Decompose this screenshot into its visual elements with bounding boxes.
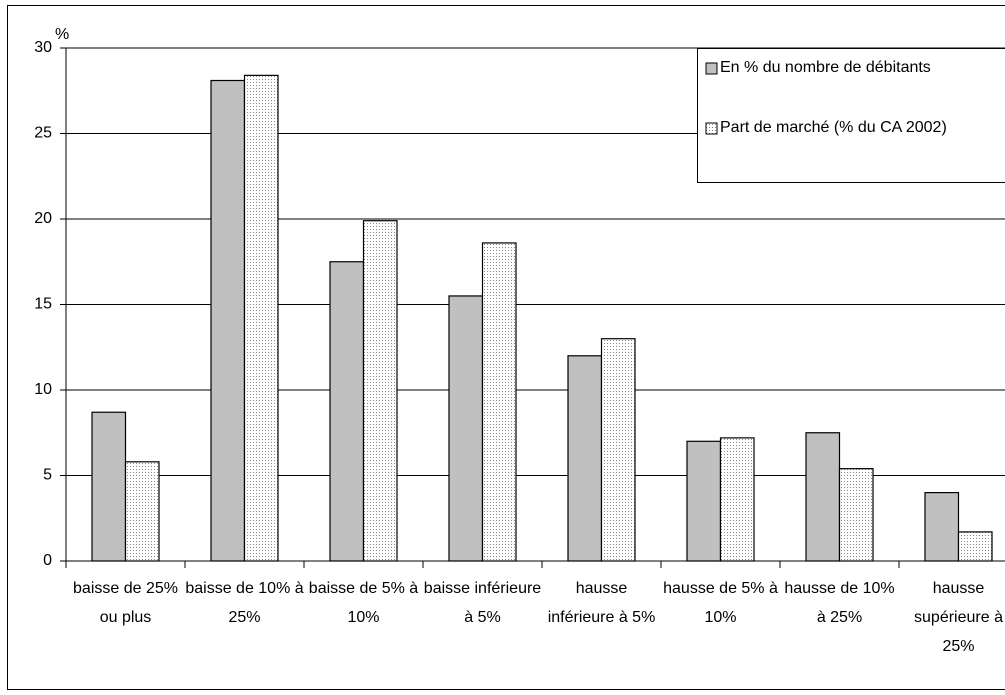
bar xyxy=(91,411,127,562)
y-tick-label: 20 xyxy=(34,210,52,227)
x-tick-label: hausse supérieure à 25% xyxy=(914,580,1003,655)
x-tick-label: baisse de 25% ou plus xyxy=(73,580,178,626)
bar xyxy=(686,440,722,562)
bar xyxy=(600,338,636,562)
x-tick-label: baisse inférieure à 5% xyxy=(423,580,542,626)
bar xyxy=(481,242,517,562)
x-tick-label-box: hausse de 10% à 25% xyxy=(784,580,895,626)
y-tick-label: 30 xyxy=(34,39,52,56)
y-tick-label: 10 xyxy=(34,381,52,398)
bar xyxy=(210,79,246,562)
y-tick-label: 15 xyxy=(34,296,52,313)
legend-label: En % du nombre de débitants xyxy=(720,59,931,76)
x-tick-label-box: hausse de 5% à 10% xyxy=(663,580,778,626)
x-tick-label: baisse de 10% à 25% xyxy=(185,580,304,626)
y-tick-label: 25 xyxy=(34,125,52,142)
bar xyxy=(805,432,841,562)
bar xyxy=(719,437,755,562)
x-tick-label: hausse inférieure à 5% xyxy=(547,580,656,626)
bar xyxy=(567,355,603,562)
bar xyxy=(124,461,160,562)
legend-label-box: En % du nombre de débitants xyxy=(720,59,931,76)
x-tick-label: hausse de 5% à 10% xyxy=(663,580,778,626)
legend-label: Part de marché (% du CA 2002) xyxy=(720,119,947,136)
x-tick-label-box: baisse de 10% à 25% xyxy=(185,580,304,626)
legend-label-box: Part de marché (% du CA 2002) xyxy=(720,119,947,136)
x-tick-label-box: baisse de 5% à 10% xyxy=(308,580,419,626)
y-tick-label: 5 xyxy=(43,467,52,484)
legend-swatch xyxy=(705,62,718,75)
x-tick-label-box: hausse inférieure à 5% xyxy=(547,580,656,626)
x-tick-label-box: baisse de 25% ou plus xyxy=(73,580,178,626)
bar xyxy=(243,74,279,562)
legend xyxy=(697,48,1005,183)
bar xyxy=(362,220,398,562)
bar xyxy=(957,531,993,562)
bar xyxy=(924,492,960,562)
x-tick-label-box: baisse inférieure à 5% xyxy=(423,580,542,626)
legend-swatch xyxy=(705,122,718,135)
y-tick-label: 0 xyxy=(43,552,52,569)
x-tick-label: baisse de 5% à 10% xyxy=(308,580,419,626)
bar xyxy=(838,468,874,562)
y-unit: % xyxy=(55,26,69,43)
bar xyxy=(448,295,484,562)
bar xyxy=(329,261,365,562)
x-tick-label: hausse de 10% à 25% xyxy=(784,580,895,626)
x-tick-label-box: hausse supérieure à 25% xyxy=(914,580,1003,655)
